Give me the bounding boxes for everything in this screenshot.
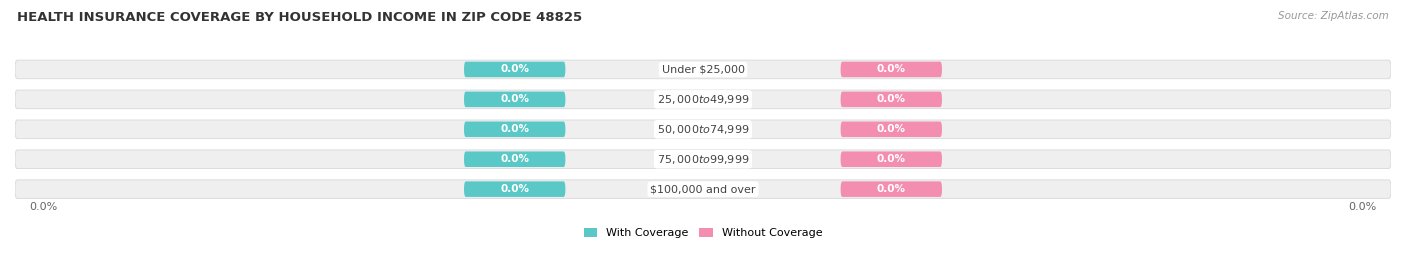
Text: $25,000 to $49,999: $25,000 to $49,999 (657, 93, 749, 106)
FancyBboxPatch shape (841, 122, 942, 137)
Text: 0.0%: 0.0% (877, 124, 905, 134)
Text: 0.0%: 0.0% (877, 94, 905, 104)
Text: 0.0%: 0.0% (30, 202, 58, 212)
Text: 0.0%: 0.0% (877, 184, 905, 194)
Legend: With Coverage, Without Coverage: With Coverage, Without Coverage (583, 228, 823, 238)
FancyBboxPatch shape (15, 180, 1391, 199)
FancyBboxPatch shape (15, 150, 1391, 168)
Text: 0.0%: 0.0% (501, 184, 529, 194)
FancyBboxPatch shape (464, 122, 565, 137)
FancyBboxPatch shape (464, 62, 565, 77)
FancyBboxPatch shape (15, 90, 1391, 109)
FancyBboxPatch shape (464, 151, 565, 167)
FancyBboxPatch shape (15, 120, 1391, 139)
FancyBboxPatch shape (15, 60, 1391, 79)
FancyBboxPatch shape (841, 151, 942, 167)
Text: $50,000 to $74,999: $50,000 to $74,999 (657, 123, 749, 136)
Text: $100,000 and over: $100,000 and over (650, 184, 756, 194)
FancyBboxPatch shape (841, 181, 942, 197)
FancyBboxPatch shape (841, 91, 942, 107)
Text: Under $25,000: Under $25,000 (661, 64, 745, 75)
Text: 0.0%: 0.0% (501, 124, 529, 134)
FancyBboxPatch shape (841, 62, 942, 77)
FancyBboxPatch shape (464, 181, 565, 197)
Text: 0.0%: 0.0% (877, 154, 905, 164)
Text: 0.0%: 0.0% (1348, 202, 1376, 212)
Text: 0.0%: 0.0% (501, 154, 529, 164)
Text: $75,000 to $99,999: $75,000 to $99,999 (657, 153, 749, 166)
Text: 0.0%: 0.0% (501, 94, 529, 104)
Text: Source: ZipAtlas.com: Source: ZipAtlas.com (1278, 11, 1389, 21)
Text: 0.0%: 0.0% (501, 64, 529, 75)
Text: HEALTH INSURANCE COVERAGE BY HOUSEHOLD INCOME IN ZIP CODE 48825: HEALTH INSURANCE COVERAGE BY HOUSEHOLD I… (17, 11, 582, 24)
FancyBboxPatch shape (464, 91, 565, 107)
Text: 0.0%: 0.0% (877, 64, 905, 75)
